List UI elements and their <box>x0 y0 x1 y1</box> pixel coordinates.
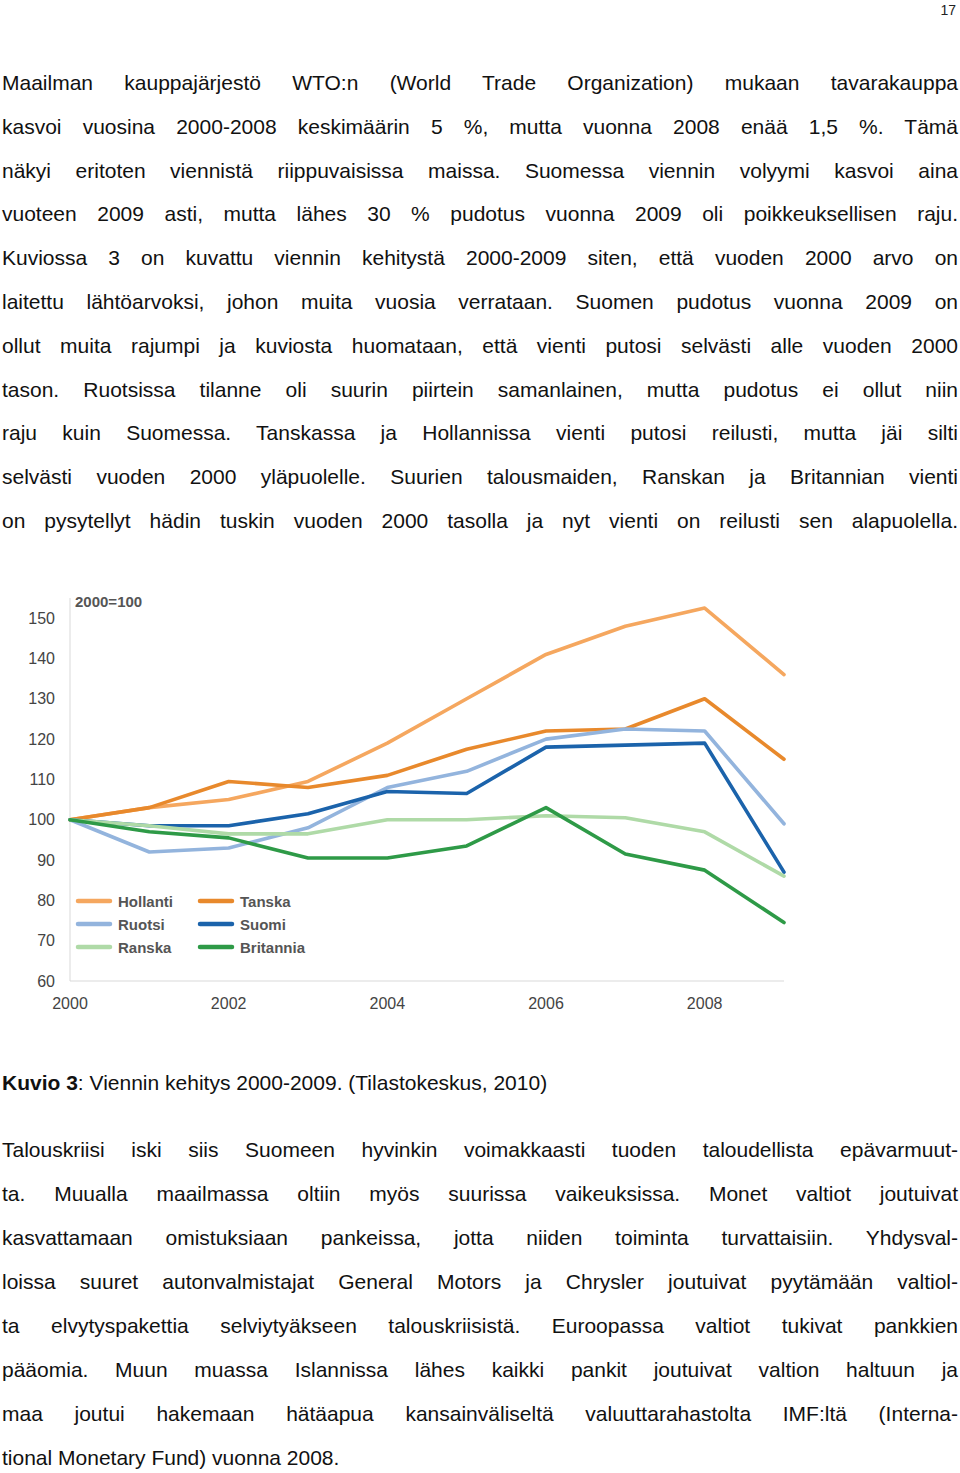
y-axis-line <box>70 598 71 981</box>
caption-label: Kuvio 3 <box>2 1071 78 1094</box>
series-line <box>70 808 784 923</box>
legend-swatch <box>78 945 110 950</box>
paragraph-line: laitettu lähtöarvoksi, johon muita vuosi… <box>2 280 958 324</box>
series-line <box>70 608 784 820</box>
series-group <box>70 608 784 922</box>
series-line <box>70 816 784 876</box>
paragraph-line: ta. Muualla maailmassa oltiin myös suuri… <box>2 1172 958 1216</box>
y-tick-label: 90 <box>37 852 55 869</box>
legend-label: Hollanti <box>118 893 173 910</box>
page: 17 Maailman kauppajärjestö WTO:n (World T… <box>0 0 960 1473</box>
paragraph-line: tason. Ruotsissa tilanne oli suurin piir… <box>2 368 958 412</box>
legend-label: Ranska <box>118 939 172 956</box>
legend-swatch <box>200 922 232 927</box>
paragraph-line: pääomia. Muun muassa Islannissa lähes ka… <box>2 1348 958 1392</box>
paragraph-line: ollut muita rajumpi ja kuviosta huomataa… <box>2 324 958 368</box>
paragraph-line: kasvattamaan omistuksiaan pankeissa, jot… <box>2 1216 958 1260</box>
legend-swatch <box>78 922 110 927</box>
paragraph-line: tional Monetary Fund) vuonna 2008. <box>2 1436 958 1473</box>
paragraph-line: Kuviossa 3 on kuvattu viennin kehitystä … <box>2 236 958 280</box>
y-tick-label: 70 <box>37 932 55 949</box>
paragraph-line: loissa suuret autonvalmistajat General M… <box>2 1260 958 1304</box>
page-number: 17 <box>940 0 956 20</box>
legend-label: Suomi <box>240 916 286 933</box>
y-tick-label: 150 <box>28 610 55 627</box>
x-tick-label: 2002 <box>211 995 247 1012</box>
series-line <box>70 699 784 820</box>
paragraph-line: Talouskriisi iski siis Suomeen hyvinkin … <box>2 1128 958 1172</box>
paragraph-line: on pysytellyt hädin tuskin vuoden 2000 t… <box>2 499 958 543</box>
legend-swatch <box>78 899 110 904</box>
legend-label: Tanska <box>240 893 291 910</box>
paragraph-line: kasvoi vuosina 2000-2008 keskimäärin 5 %… <box>2 105 958 149</box>
x-tick-label: 2004 <box>370 995 406 1012</box>
paragraph-line: raju kuin Suomessa. Tanskassa ja Hollann… <box>2 411 958 455</box>
legend-label: Britannia <box>240 939 306 956</box>
y-tick-label: 80 <box>37 892 55 909</box>
caption-text: : Viennin kehitys 2000-2009. (Tilastokes… <box>78 1071 547 1094</box>
paragraph-line: vuoteen 2009 asti, mutta lähes 30 % pudo… <box>2 192 958 236</box>
annotation: 2000=100 <box>75 593 142 610</box>
legend-label: Ruotsi <box>118 916 165 933</box>
y-tick-label: 140 <box>28 650 55 667</box>
paragraph-line: selvästi vuoden 2000 yläpuolelle. Suurie… <box>2 455 958 499</box>
x-tick-label: 2006 <box>528 995 564 1012</box>
y-tick-label: 60 <box>37 973 55 990</box>
legend-swatch <box>200 945 232 950</box>
x-axis-line <box>70 981 784 982</box>
y-tick-label: 110 <box>29 771 55 788</box>
y-tick-label: 130 <box>28 690 55 707</box>
x-tick-label: 2008 <box>687 995 723 1012</box>
legend-swatch <box>200 899 232 904</box>
paragraph-line: Maailman kauppajärjestö WTO:n (World Tra… <box>2 61 958 105</box>
chart: 60 70 80 90 100 110 120 130 140 150 2000 2002 2004 20… <box>0 0 960 1473</box>
paragraph-line: näkyi eritoten viennistä riippuvaisissa … <box>2 149 958 193</box>
paragraph-line: ta elvytyspakettia selviytyäkseen talous… <box>2 1304 958 1348</box>
caption: Kuvio 3: Viennin kehitys 2000-2009. (Til… <box>2 1061 958 1105</box>
x-tick-label: 2000 <box>52 995 88 1012</box>
y-tick-label: 100 <box>28 811 55 828</box>
paragraph-line: maa joutui hakemaan hätäapua kansainväli… <box>2 1392 958 1436</box>
y-tick-label: 120 <box>28 731 55 748</box>
